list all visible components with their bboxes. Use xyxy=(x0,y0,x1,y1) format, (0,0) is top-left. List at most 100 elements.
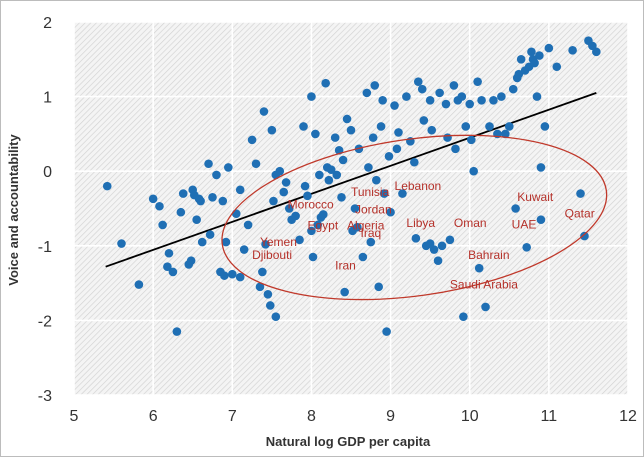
data-point xyxy=(319,210,328,219)
data-point xyxy=(477,96,486,105)
data-point xyxy=(370,81,380,90)
data-point xyxy=(382,327,391,336)
country-label: Egypt xyxy=(307,218,338,232)
data-point xyxy=(239,245,249,254)
data-point xyxy=(196,196,205,206)
data-point xyxy=(465,99,475,109)
data-point xyxy=(410,157,419,167)
data-point xyxy=(269,196,278,206)
data-point xyxy=(330,133,340,142)
data-point xyxy=(384,151,394,161)
data-point xyxy=(231,209,241,219)
data-point xyxy=(392,144,402,154)
y-tick-label: 1 xyxy=(43,90,52,107)
country-label: Tunisia xyxy=(351,185,390,199)
data-point xyxy=(163,262,172,271)
data-point xyxy=(346,125,356,135)
country-label: Djibouti xyxy=(252,248,292,262)
country-label: UAE xyxy=(512,218,537,232)
data-point xyxy=(204,159,213,169)
data-point xyxy=(441,99,451,109)
data-point xyxy=(457,92,467,101)
data-point xyxy=(413,77,423,86)
data-point xyxy=(451,144,460,154)
country-label: Morocco xyxy=(288,198,334,212)
data-point xyxy=(311,129,320,139)
country-label: Lebanon xyxy=(395,179,442,193)
data-point xyxy=(514,69,524,79)
y-tick-label: -2 xyxy=(38,313,52,330)
data-point xyxy=(508,84,518,94)
data-point xyxy=(481,302,490,312)
data-point xyxy=(158,220,167,230)
data-point xyxy=(281,178,291,187)
data-point xyxy=(212,170,221,180)
data-point xyxy=(265,301,275,310)
data-point xyxy=(271,312,281,321)
y-tick-label: 2 xyxy=(43,15,52,32)
data-point xyxy=(461,122,471,131)
data-point xyxy=(368,133,378,142)
highlight-ellipse-group xyxy=(221,134,608,301)
x-tick-label: 10 xyxy=(461,408,479,425)
data-point xyxy=(372,175,381,185)
country-label: Jordan xyxy=(355,203,392,217)
x-tick-label: 6 xyxy=(149,408,158,425)
data-point xyxy=(340,287,349,297)
country-label: Qatar xyxy=(565,206,595,220)
data-point xyxy=(263,289,273,299)
trend-line xyxy=(105,92,597,268)
data-point xyxy=(588,41,597,51)
data-point xyxy=(386,207,395,217)
data-point xyxy=(315,170,324,180)
data-point xyxy=(321,78,330,88)
data-point xyxy=(227,269,237,279)
data-point xyxy=(299,122,308,131)
country-label: Bahrain xyxy=(468,248,509,262)
data-point xyxy=(469,166,478,176)
data-point xyxy=(186,256,196,266)
data-point xyxy=(544,43,554,53)
data-point xyxy=(224,163,233,172)
data-point xyxy=(516,55,526,64)
data-point xyxy=(332,170,342,180)
x-tick-label: 7 xyxy=(228,408,237,425)
data-point xyxy=(117,239,126,248)
data-point xyxy=(443,133,452,142)
data-point xyxy=(243,220,253,230)
data-point xyxy=(350,204,360,213)
data-point xyxy=(313,220,323,230)
data-point xyxy=(379,189,389,198)
data-point xyxy=(532,92,542,101)
gridlines xyxy=(73,21,629,396)
trend-line-group xyxy=(105,92,597,268)
data-point xyxy=(197,237,207,247)
data-point xyxy=(267,125,277,135)
data-point xyxy=(164,248,174,258)
country-label: Iraq xyxy=(360,226,381,240)
data-point xyxy=(168,267,178,277)
data-point xyxy=(552,62,562,72)
data-point xyxy=(295,235,304,245)
data-points xyxy=(102,36,601,336)
data-point xyxy=(342,114,352,124)
data-point xyxy=(378,96,387,105)
data-point xyxy=(275,166,285,176)
data-point xyxy=(307,92,316,101)
x-tick-label: 11 xyxy=(541,408,558,425)
data-point xyxy=(261,240,270,249)
data-point xyxy=(425,239,435,248)
data-point xyxy=(326,165,336,175)
country-label: Iran xyxy=(335,259,356,273)
data-point xyxy=(402,92,411,101)
data-point xyxy=(390,101,399,110)
data-point xyxy=(474,263,484,273)
data-point xyxy=(176,207,186,217)
country-label: Kuwait xyxy=(517,190,554,204)
data-point xyxy=(338,155,348,165)
data-point xyxy=(102,181,112,191)
data-point xyxy=(501,129,510,139)
data-point xyxy=(425,96,435,105)
y-axis-title: Voice and accountability xyxy=(6,134,21,286)
